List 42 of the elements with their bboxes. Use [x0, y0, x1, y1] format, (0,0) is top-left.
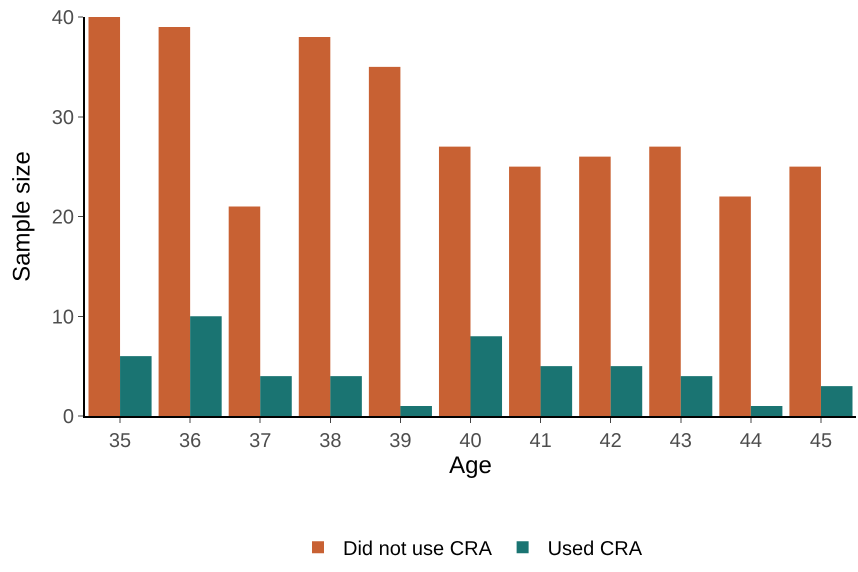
y-tick-label: 40	[52, 7, 74, 29]
x-tick-label: 44	[740, 430, 762, 452]
bar	[649, 146, 681, 416]
bar	[820, 386, 852, 416]
legend-label: Did not use CRA	[343, 538, 493, 560]
y-tick-label: 0	[62, 406, 74, 428]
bar	[509, 166, 541, 416]
bar	[400, 406, 432, 416]
x-tick-label: 39	[389, 430, 412, 452]
bar	[789, 166, 821, 416]
bar	[330, 376, 362, 416]
bar	[719, 196, 751, 416]
bar	[680, 376, 712, 416]
x-tick-label: 42	[600, 430, 622, 452]
bar	[190, 316, 222, 416]
x-tick-label: 40	[459, 430, 482, 452]
x-tick-label: 45	[810, 430, 832, 452]
bar	[158, 26, 190, 416]
bar	[120, 356, 152, 416]
legend-label: Used CRA	[548, 538, 643, 560]
x-tick-label: 36	[179, 430, 202, 452]
bar	[368, 66, 400, 416]
y-axis-title: Sample size	[8, 151, 36, 282]
y-tick-label: 20	[52, 206, 74, 228]
bar	[750, 406, 782, 416]
x-tick-label: 37	[249, 430, 272, 452]
y-tick-label: 10	[52, 306, 74, 328]
bar	[438, 146, 470, 416]
x-axis-title: Age	[449, 452, 492, 479]
bar	[260, 376, 292, 416]
x-tick-label: 35	[108, 430, 132, 452]
bar	[540, 366, 572, 416]
x-tick-label: 41	[529, 430, 552, 452]
bar	[610, 366, 642, 416]
bar	[298, 36, 330, 416]
bar	[88, 17, 120, 416]
x-tick-label: 38	[319, 430, 342, 452]
y-tick-label: 30	[52, 106, 74, 129]
bar	[470, 336, 502, 416]
bar	[579, 156, 611, 416]
x-tick-label: 43	[670, 430, 692, 452]
bar	[228, 206, 260, 416]
